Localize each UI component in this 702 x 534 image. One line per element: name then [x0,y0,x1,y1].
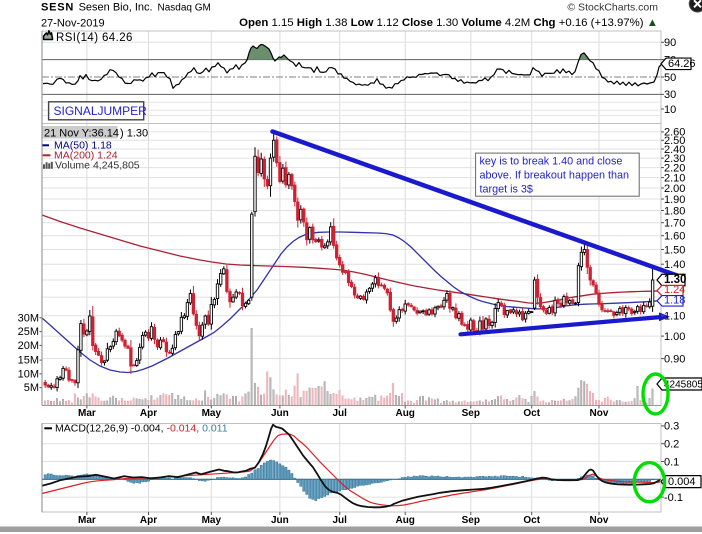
svg-text:Aug: Aug [395,408,414,419]
svg-text:2.20: 2.20 [664,162,685,174]
svg-text:Jun: Jun [271,408,289,419]
svg-text:2.50: 2.50 [664,135,685,147]
svg-text:1.00: 1.00 [664,331,685,343]
svg-text:15M: 15M [18,355,39,367]
svg-text:10M: 10M [18,368,39,380]
svg-text:Open 1.15 High 1.38 Low 1.12 C: Open 1.15 High 1.38 Low 1.12 Close 1.30 … [239,17,658,29]
svg-text:27-Nov-2019: 27-Nov-2019 [41,17,105,29]
svg-text:1.60: 1.60 [664,231,685,243]
svg-text:Mar: Mar [78,408,96,419]
svg-text:May: May [202,408,222,419]
svg-text:MA(50) 1.18: MA(50) 1.18 [54,140,112,152]
svg-text:1.80: 1.80 [664,205,685,217]
svg-text:90: 90 [664,37,676,49]
svg-text:Sesen Bio, Inc.: Sesen Bio, Inc. [79,2,153,14]
svg-text:30: 30 [664,89,676,101]
svg-text:10: 10 [664,104,676,116]
svg-text:1.40: 1.40 [664,259,685,271]
svg-text:0.1: 0.1 [664,456,679,468]
svg-text:2.40: 2.40 [664,144,685,156]
svg-text:Jun: Jun [271,515,289,526]
svg-text:2.30: 2.30 [664,153,685,165]
svg-text:May: May [202,515,222,526]
svg-text:2.00: 2.00 [664,183,685,195]
svg-text:© StockCharts.com: © StockCharts.com [567,1,658,13]
svg-text:0.90: 0.90 [664,353,685,365]
svg-text:Jul: Jul [332,515,347,526]
svg-text:1.24: 1.24 [664,284,685,296]
svg-text:5M: 5M [24,382,39,394]
svg-text:25M: 25M [18,326,39,338]
svg-text:-0.1: -0.1 [664,492,683,504]
svg-text:Nov: Nov [590,408,609,419]
svg-text:Volume 4,245,805: Volume 4,245,805 [55,159,140,171]
svg-text:SESN: SESN [41,2,74,14]
svg-text:SIGNALJUMPER: SIGNALJUMPER [54,104,148,118]
svg-text:30M: 30M [18,312,39,324]
svg-text:Apr: Apr [140,515,157,526]
svg-text:MA(200) 1.24: MA(200) 1.24 [54,150,118,162]
svg-text:0.2: 0.2 [664,439,679,451]
svg-text:2.60: 2.60 [664,127,685,139]
svg-text:0.004: 0.004 [668,476,696,488]
svg-text:Sep: Sep [462,515,480,526]
svg-text:20M: 20M [18,340,39,352]
svg-text:1.18: 1.18 [664,294,685,306]
svg-text:target is 3$: target is 3$ [480,184,533,196]
svg-text:above. If breakout happen than: above. If breakout happen than [480,170,629,182]
svg-text:) 1.30: ) 1.30 [120,127,148,139]
svg-text:Mar: Mar [78,515,96,526]
svg-text:MACD(12,26,9) -0.004, -0.014,: MACD(12,26,9) -0.004, -0.014, 0.011 [55,423,228,435]
svg-text:Oct: Oct [523,515,540,526]
svg-text:Nasdaq GM: Nasdaq GM [158,2,211,13]
svg-text:64.26: 64.26 [668,58,696,70]
svg-text:1.30: 1.30 [664,274,686,286]
svg-text:21 Nov Y:36.14: 21 Nov Y:36.14 [44,127,119,139]
svg-text:RSI(14) 64.26: RSI(14) 64.26 [56,32,133,44]
svg-text:Aug: Aug [395,515,414,526]
svg-text:Apr: Apr [140,408,157,419]
svg-text:Oct: Oct [523,408,540,419]
svg-text:Sep: Sep [462,408,480,419]
svg-text:1.70: 1.70 [664,218,685,230]
svg-text:key is to break 1.40 and close: key is to break 1.40 and close [480,156,623,168]
svg-text:0.3: 0.3 [664,421,679,433]
svg-text:1.10: 1.10 [664,311,685,323]
svg-text:2.10: 2.10 [664,172,685,184]
svg-text:4245805: 4245805 [664,379,702,390]
svg-text:50: 50 [664,72,676,84]
svg-text:Jul: Jul [332,408,347,419]
svg-text:1.50: 1.50 [664,244,685,256]
svg-text:Nov: Nov [590,515,609,526]
svg-text:1.90: 1.90 [664,194,685,206]
